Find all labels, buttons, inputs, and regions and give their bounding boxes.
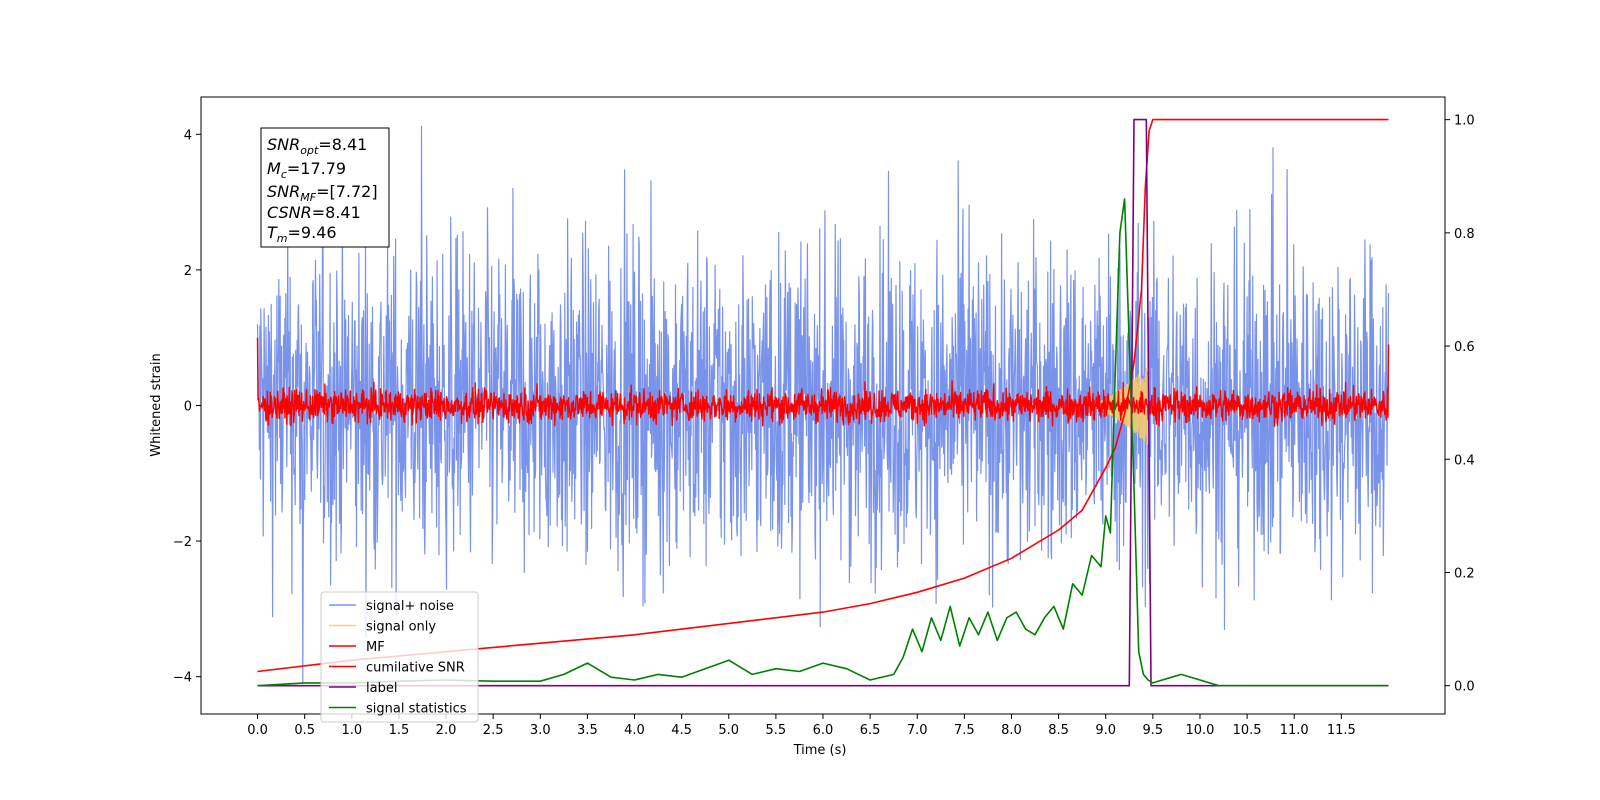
mc-text: Mc=17.79	[267, 159, 346, 181]
mf-line	[256, 337, 1390, 427]
signal-plus-noise-line	[256, 125, 1390, 685]
y-axis-label: Whitened strain	[149, 353, 164, 456]
y-tick-label: −2	[173, 535, 192, 550]
legend-label: label	[366, 681, 397, 696]
legend-label: signal+ noise	[366, 599, 454, 614]
x-tick-label: 6.0	[813, 723, 834, 738]
x-axis: 0.0 0.5 1.0 1.5 2.0 2.5 3.0 3.5 4.0 4.5 5.0 5.5 6.0 6…	[247, 714, 1356, 738]
info-box: SNRopt=8.41 Mc=17.79 SNRMF=[7.72] CSNR=8…	[260, 127, 390, 248]
y2-tick-label: 0.8	[1454, 227, 1475, 242]
legend-label: cumilative SNR	[366, 661, 465, 676]
legend-items: signal+ noise signal only MF cumilative SNR…	[329, 599, 467, 717]
x-tick-label: 2.0	[436, 723, 457, 738]
x-tick-label: 5.0	[718, 723, 739, 738]
legend-label: signal only	[366, 620, 436, 635]
y2-tick-label: 0.4	[1454, 453, 1475, 468]
csnr-text: CSNR=8.41	[267, 203, 361, 222]
cumulative-snr-line	[257, 118, 1389, 673]
x-tick-label: 3.5	[577, 723, 598, 738]
x-tick-label: 4.0	[624, 723, 645, 738]
y2-tick-label: 0.0	[1454, 680, 1475, 695]
label-line	[257, 118, 1389, 687]
x-tick-label: 10.0	[1185, 723, 1214, 738]
y-tick-label: 0	[184, 400, 192, 415]
tm-text: Tm=9.46	[267, 223, 337, 245]
x-tick-label: 8.5	[1048, 723, 1069, 738]
x-tick-label: 11.5	[1327, 723, 1356, 738]
snr-mf-text: SNRMF=[7.72]	[267, 182, 378, 204]
y2-tick-label: 1.0	[1454, 114, 1475, 129]
x-tick-label: 1.0	[341, 723, 362, 738]
y-axis-right: 1.0 0.8 0.6 0.4 0.2 0.0	[1445, 114, 1475, 695]
legend: signal+ noise signal only MF cumilative SNR…	[320, 591, 479, 723]
x-tick-label: 8.0	[1001, 723, 1022, 738]
x-tick-label: 1.5	[389, 723, 410, 738]
series-layer	[256, 118, 1390, 687]
y2-tick-label: 0.6	[1454, 340, 1475, 355]
y-tick-label: 2	[184, 264, 192, 279]
x-tick-label: 7.5	[954, 723, 975, 738]
legend-label: signal statistics	[366, 702, 467, 717]
x-tick-label: 7.0	[907, 723, 928, 738]
x-tick-label: 6.5	[860, 723, 881, 738]
x-tick-label: 2.5	[483, 723, 504, 738]
x-tick-label: 11.0	[1280, 723, 1309, 738]
x-axis-label: Time (s)	[793, 743, 847, 758]
x-tick-label: 3.0	[530, 723, 551, 738]
snr-opt-text: SNRopt=8.41	[267, 135, 367, 157]
y-axis-left: 4 2 0 −2 −4	[173, 128, 201, 686]
x-tick-label: 9.0	[1095, 723, 1116, 738]
x-tick-label: 5.5	[766, 723, 787, 738]
plot-area	[256, 118, 1390, 687]
x-tick-label: 0.0	[247, 723, 268, 738]
x-tick-label: 10.5	[1233, 723, 1262, 738]
signal-statistics-line	[257, 198, 1389, 687]
x-tick-label: 0.5	[294, 723, 315, 738]
x-tick-label: 4.5	[671, 723, 692, 738]
legend-label: MF	[366, 640, 385, 655]
y-tick-label: 4	[184, 128, 192, 143]
y-tick-label: −4	[173, 671, 192, 686]
x-tick-label: 9.5	[1143, 723, 1164, 738]
y2-tick-label: 0.2	[1454, 566, 1475, 581]
